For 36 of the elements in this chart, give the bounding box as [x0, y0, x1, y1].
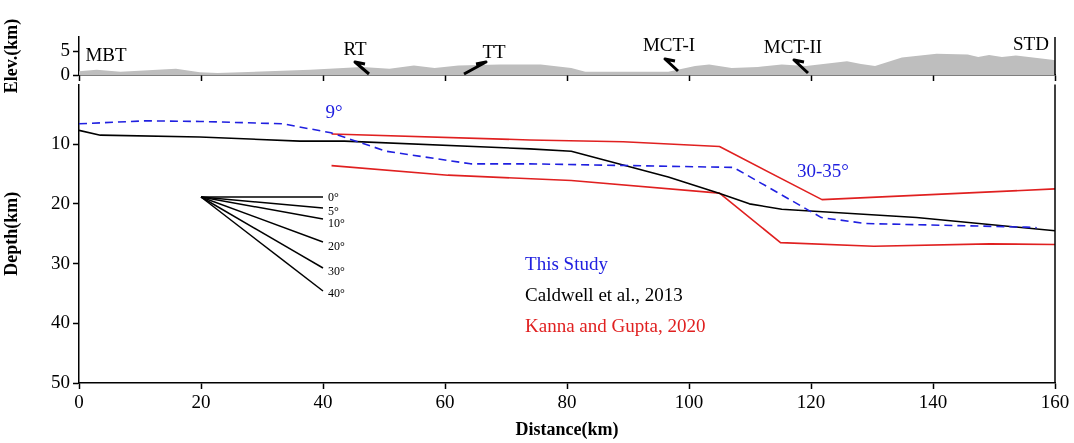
y-tick-label: 10 — [51, 132, 70, 154]
annotation: 30-35° — [797, 159, 849, 181]
annotation: MCT-II — [763, 35, 823, 57]
y-axis-title: Elev.(km) — [1, 18, 23, 94]
annotation: MBT — [85, 43, 127, 65]
annotation: 30° — [328, 264, 345, 278]
annotation: RT — [343, 37, 367, 59]
y-tick-label: 40 — [51, 311, 70, 333]
annotation: 5° — [328, 204, 339, 218]
annotation: MCT-I — [642, 33, 696, 55]
annotation: STD — [1013, 32, 1049, 54]
y-tick-label: 30 — [51, 251, 70, 273]
annotation: 10° — [328, 216, 345, 230]
x-tick-label: 0 — [74, 391, 84, 413]
annotation: 9° — [325, 100, 343, 122]
y-tick-label: 5 — [60, 39, 70, 61]
text: Caldwell et al., 2013 — [525, 283, 683, 305]
y-tick-label: 20 — [51, 191, 70, 213]
x-tick-label: 80 — [557, 391, 577, 413]
x-tick-label: 120 — [796, 391, 826, 413]
x-tick-label: 20 — [191, 391, 211, 413]
annotation: 0° — [328, 190, 339, 204]
x-tick-label: 40 — [313, 391, 333, 413]
x-tick-label: 140 — [918, 391, 948, 413]
text: This Study — [525, 252, 609, 274]
text: Kanna and Gupta, 2020 — [525, 314, 706, 336]
annotation: TT — [482, 40, 506, 62]
annotation: 20° — [328, 239, 345, 253]
x-tick-label: 100 — [674, 391, 704, 413]
y-tick-label: 0 — [60, 62, 70, 84]
y-tick-label: 50 — [51, 370, 70, 392]
x-axis-title: Distance(km) — [515, 418, 619, 440]
y-axis-title: Depth(km) — [1, 191, 23, 276]
x-tick-label: 60 — [435, 391, 455, 413]
annotation: 40° — [328, 286, 345, 300]
x-tick-label: 160 — [1040, 391, 1070, 413]
